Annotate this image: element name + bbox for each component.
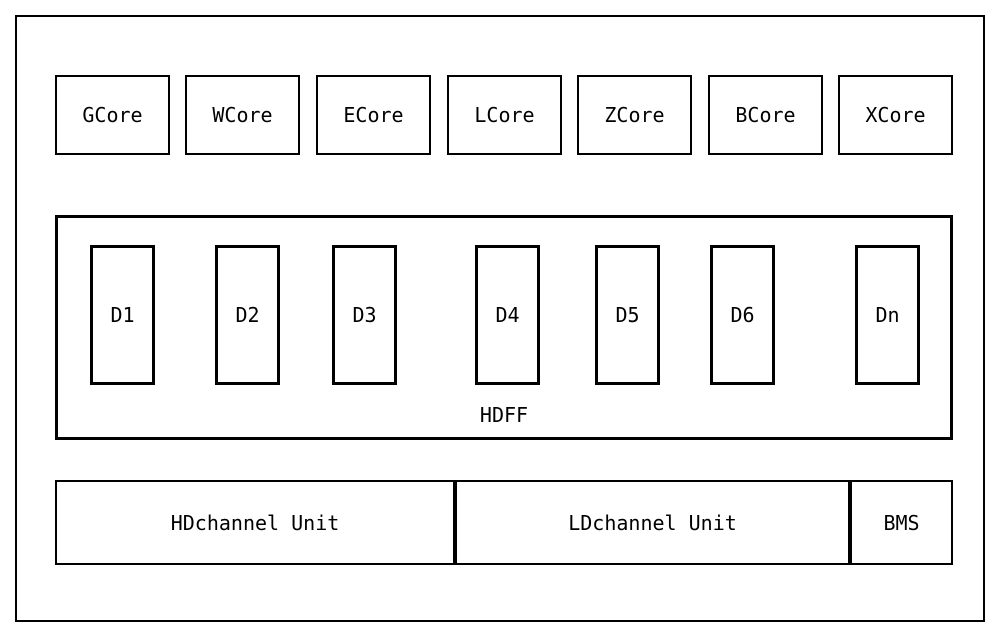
core-box-6: XCore [838, 75, 953, 155]
hdff-box-label: HDFF [480, 403, 528, 427]
d-box-1-label: D2 [235, 303, 259, 327]
core-box-1-label: WCore [212, 103, 272, 127]
core-box-3: LCore [447, 75, 562, 155]
d-box-5: D6 [710, 245, 775, 385]
bottom-box-1-label: LDchannel Unit [568, 511, 737, 535]
bottom-box-0-label: HDchannel Unit [171, 511, 340, 535]
core-box-0-label: GCore [82, 103, 142, 127]
core-box-5-label: BCore [735, 103, 795, 127]
d-box-3: D4 [475, 245, 540, 385]
d-box-0-label: D1 [110, 303, 134, 327]
core-box-4-label: ZCore [604, 103, 664, 127]
core-box-1: WCore [185, 75, 300, 155]
d-box-5-label: D6 [730, 303, 754, 327]
bottom-box-1: LDchannel Unit [455, 480, 850, 565]
d-box-2-label: D3 [352, 303, 376, 327]
bottom-box-2-label: BMS [883, 511, 919, 535]
d-box-2: D3 [332, 245, 397, 385]
d-box-6-label: Dn [875, 303, 899, 327]
d-box-1: D2 [215, 245, 280, 385]
diagram-canvas: HDFF GCore WCore ECore LCore ZCore BCore XCore D… [0, 0, 1000, 637]
core-box-4: ZCore [577, 75, 692, 155]
d-box-0: D1 [90, 245, 155, 385]
core-box-0: GCore [55, 75, 170, 155]
d-box-6: Dn [855, 245, 920, 385]
d-box-4-label: D5 [615, 303, 639, 327]
core-box-5: BCore [708, 75, 823, 155]
core-box-2: ECore [316, 75, 431, 155]
bottom-box-2: BMS [850, 480, 953, 565]
bottom-box-0: HDchannel Unit [55, 480, 455, 565]
d-box-4: D5 [595, 245, 660, 385]
d-box-3-label: D4 [495, 303, 519, 327]
core-box-6-label: XCore [865, 103, 925, 127]
core-box-2-label: ECore [343, 103, 403, 127]
core-box-3-label: LCore [474, 103, 534, 127]
